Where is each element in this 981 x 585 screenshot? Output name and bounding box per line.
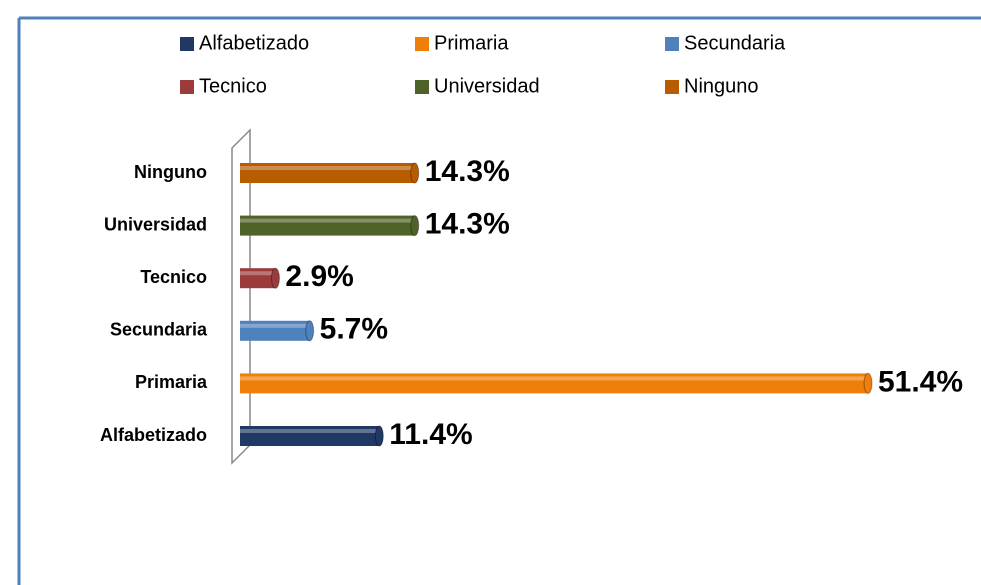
category-label: Secundaria (110, 320, 208, 340)
bar (240, 425, 384, 447)
bar-cap (305, 320, 315, 342)
bar (240, 372, 873, 394)
bar (240, 215, 420, 237)
bar-highlight (240, 323, 310, 328)
data-label: 14.3% (425, 155, 510, 188)
legend-label: Secundaria (684, 32, 786, 54)
bar-cap (374, 425, 384, 447)
data-label: 2.9% (285, 260, 353, 293)
legend-label: Ninguno (684, 75, 759, 97)
category-label: Universidad (104, 214, 207, 234)
bar (240, 162, 420, 184)
legend-label: Tecnico (199, 75, 267, 97)
legend-swatch (180, 37, 194, 51)
bar-highlight (240, 218, 415, 223)
data-label: 14.3% (425, 208, 510, 241)
bar (240, 267, 280, 289)
bar-cap (863, 372, 873, 394)
bar-cap (410, 215, 420, 237)
legend-swatch (665, 80, 679, 94)
data-label: 51.4% (878, 365, 963, 398)
bar-highlight (240, 376, 868, 381)
category-label: Primaria (135, 372, 208, 392)
category-label: Alfabetizado (100, 425, 207, 445)
legend-swatch (415, 37, 429, 51)
bar (240, 320, 315, 342)
data-label: 11.4% (389, 418, 472, 451)
bar-body (240, 426, 380, 446)
bar-body (240, 215, 415, 236)
bar-cap (410, 162, 420, 184)
legend-swatch (665, 37, 679, 51)
legend-swatch (180, 80, 194, 94)
category-label: Ninguno (134, 162, 207, 182)
bar-body (240, 268, 276, 289)
bar-body (240, 373, 868, 394)
category-label: Tecnico (140, 267, 207, 287)
bar-highlight (240, 429, 380, 433)
bar-body (240, 320, 310, 341)
bar-highlight (240, 271, 276, 276)
bar-highlight (240, 166, 415, 170)
data-label: 5.7% (320, 313, 388, 346)
legend-label: Primaria (434, 32, 509, 54)
legend-label: Alfabetizado (199, 32, 309, 54)
legend-swatch (415, 80, 429, 94)
bar-cap (270, 267, 280, 289)
bar-body (240, 163, 415, 183)
legend-label: Universidad (434, 75, 540, 97)
